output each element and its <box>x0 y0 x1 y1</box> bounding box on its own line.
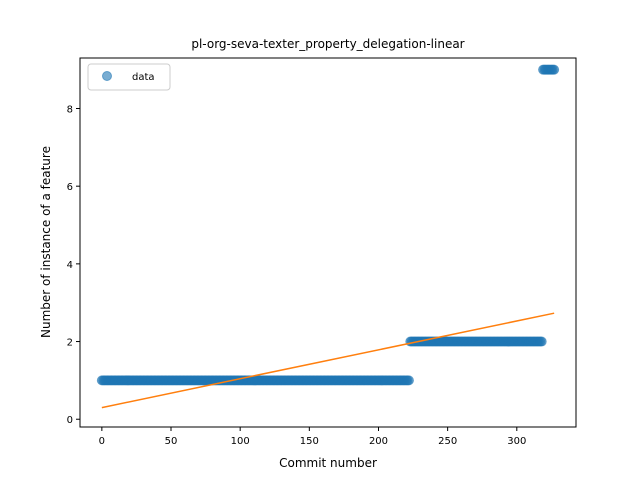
x-tick-label: 250 <box>438 436 457 447</box>
y-tick-label: 4 <box>67 260 73 271</box>
y-tick-label: 2 <box>67 338 73 349</box>
legend: data <box>87 63 171 91</box>
x-tick-label: 200 <box>369 436 388 447</box>
data-point <box>403 375 414 386</box>
x-tick-label: 300 <box>507 436 526 447</box>
x-tick-label: 50 <box>165 436 178 447</box>
axes-frame <box>79 57 577 428</box>
y-axis-label: Number of instance of a feature <box>39 146 53 338</box>
data-point <box>536 336 547 347</box>
axis-ticks: 0 50 100 150 200 250 300 0 2 4 6 8 <box>67 104 527 447</box>
fit-line <box>101 312 555 409</box>
plot-area <box>96 64 560 409</box>
x-tick-label: 100 <box>231 436 250 447</box>
y-tick-label: 6 <box>67 182 73 193</box>
legend-label-data: data <box>132 72 155 83</box>
legend-box <box>87 63 171 91</box>
y-tick-label: 8 <box>67 104 73 115</box>
data-point <box>549 64 560 75</box>
legend-marker-data <box>102 71 112 81</box>
y-tick-label: 0 <box>67 415 73 426</box>
x-axis-label: Commit number <box>279 456 377 470</box>
chart-title: pl-org-seva-texter_property_delegation-l… <box>191 37 464 51</box>
x-tick-label: 0 <box>99 436 105 447</box>
x-tick-label: 150 <box>300 436 319 447</box>
